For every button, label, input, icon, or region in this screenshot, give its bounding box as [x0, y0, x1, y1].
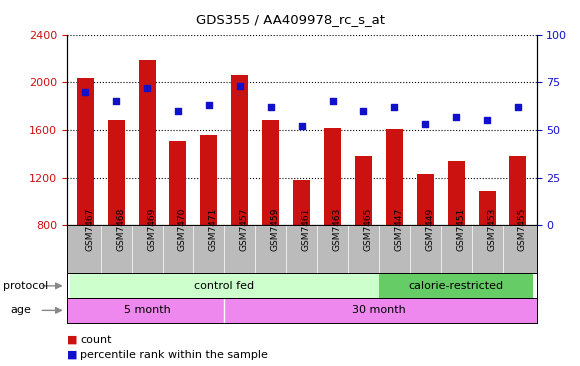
Point [390, 104, 399, 110]
Point [81, 89, 90, 95]
Bar [509, 156, 527, 320]
Point [328, 98, 337, 104]
Point [420, 121, 430, 127]
Text: GDS355 / AA409978_rc_s_at: GDS355 / AA409978_rc_s_at [195, 13, 385, 26]
Text: ■: ■ [67, 350, 77, 360]
Text: GSM7455: GSM7455 [518, 207, 527, 251]
Point [143, 85, 152, 91]
Bar [70, 273, 379, 298]
Text: GSM7465: GSM7465 [364, 207, 372, 251]
Point [204, 102, 213, 108]
Text: GSM7470: GSM7470 [178, 207, 187, 251]
Bar [77, 78, 94, 320]
Text: GSM7447: GSM7447 [394, 207, 403, 250]
Point [513, 104, 523, 110]
Text: GSM7467: GSM7467 [85, 207, 94, 251]
Bar [70, 298, 224, 323]
Text: GSM7463: GSM7463 [332, 207, 342, 251]
Text: protocol: protocol [3, 281, 48, 291]
Point [173, 108, 183, 114]
Bar [379, 273, 534, 298]
Text: age: age [10, 305, 31, 315]
Bar [324, 127, 341, 320]
Point [359, 108, 368, 114]
Bar [478, 191, 495, 320]
Text: count: count [80, 335, 111, 345]
Text: calorie-restricted: calorie-restricted [408, 281, 503, 291]
Bar [139, 60, 155, 320]
Text: GSM7451: GSM7451 [456, 207, 465, 251]
Point [451, 114, 461, 120]
Point [266, 104, 276, 110]
Text: GSM7471: GSM7471 [209, 207, 218, 251]
Bar [417, 174, 434, 320]
Point [111, 98, 121, 104]
Bar [231, 75, 248, 320]
Text: percentile rank within the sample: percentile rank within the sample [80, 350, 268, 360]
Text: GSM7461: GSM7461 [302, 207, 311, 251]
Point [297, 123, 306, 129]
Text: 5 month: 5 month [124, 305, 171, 315]
Bar [169, 141, 186, 320]
Text: GSM7468: GSM7468 [116, 207, 125, 251]
Bar [262, 120, 279, 320]
Bar [355, 156, 372, 320]
Point [235, 83, 244, 89]
Text: 30 month: 30 month [352, 305, 406, 315]
Bar [293, 180, 310, 320]
Bar [108, 120, 125, 320]
Text: control fed: control fed [194, 281, 255, 291]
Text: GSM7469: GSM7469 [147, 207, 156, 251]
Text: GSM7453: GSM7453 [487, 207, 496, 251]
Text: GSM7449: GSM7449 [425, 207, 434, 250]
Text: GSM7459: GSM7459 [271, 207, 280, 251]
Text: GSM7457: GSM7457 [240, 207, 249, 251]
Text: ■: ■ [67, 335, 77, 345]
Point [483, 117, 492, 123]
Bar [448, 161, 465, 320]
Bar [224, 298, 534, 323]
Bar [200, 135, 218, 320]
Bar [386, 129, 403, 320]
